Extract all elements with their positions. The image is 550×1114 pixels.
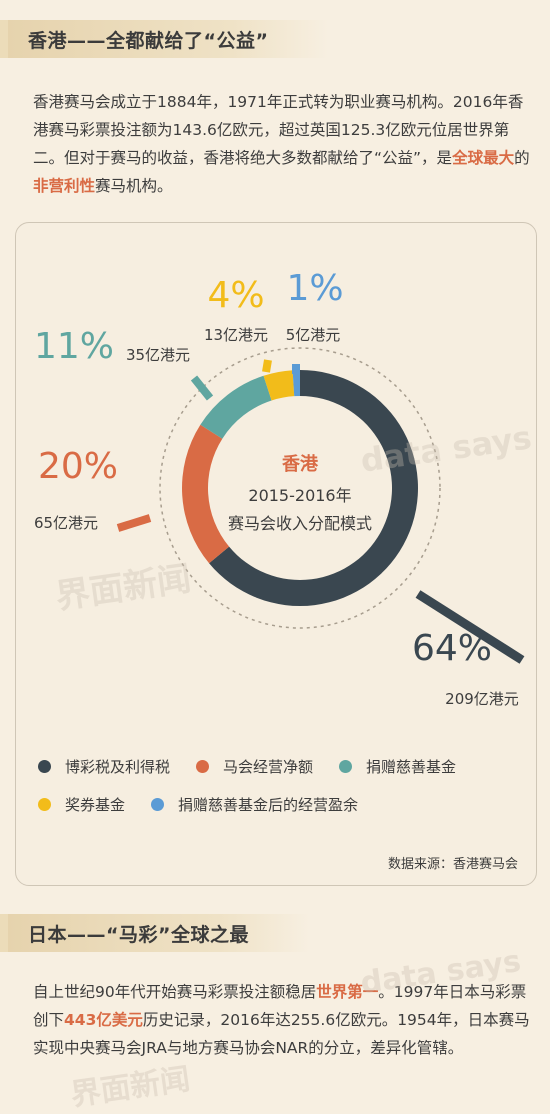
center-title: 香港 [281,454,319,475]
section-header-japan: 日本——“马彩”全球之最 [0,914,309,952]
percent-label: 20% [38,446,118,487]
amount-label: 65亿港元 [34,514,98,532]
percent-label: 11% [34,326,114,367]
highlight-text: 全球最大 [452,149,515,167]
legend-row-2: 奖券基金 捐赠慈善基金后的经营盈余 [38,794,384,815]
legend-item: 博彩税及利得税 [38,756,170,777]
highlight-text: 443亿美元 [64,1011,143,1029]
donut-slice [209,370,419,606]
amount-label: 35亿港元 [126,346,190,364]
highlight-text: 世界第一 [316,983,379,1001]
donut-slice [200,375,272,439]
donut-slice [182,424,230,564]
center-line1: 2015-2016年 [248,486,351,505]
legend-row-1: 博彩税及利得税 马会经营净额 捐赠慈善基金 [38,756,482,777]
legend-swatch [38,798,51,811]
chart-card [15,222,537,886]
leader-line [415,590,525,664]
leader-line [262,359,272,373]
amount-label: 209亿港元 [445,690,519,708]
donut-slice [263,370,295,401]
section-title: 香港——全都献给了“公益” [28,29,269,52]
legend-item: 马会经营净额 [196,756,313,777]
dashed-ring [159,347,441,629]
amount-label: 5亿港元 [286,326,341,344]
legend-swatch [339,760,353,773]
legend-swatch [151,798,165,811]
intro-paragraph: 香港赛马会成立于1884年，1971年正式转为职业赛马机构。2016年香港赛马彩… [33,93,530,195]
section-header-hongkong: 香港——全都献给了“公益” [0,20,329,58]
donut-slice [292,370,300,397]
center-line2: 赛马会收入分配模式 [228,514,372,533]
amount-label: 13亿港元 [204,326,268,344]
legend-item: 奖券基金 [38,794,125,815]
legend-item: 捐赠慈善基金 [339,756,456,777]
leader-line [116,514,152,532]
highlight-text: 非营利性 [33,177,96,195]
section-title: 日本——“马彩”全球之最 [28,923,249,946]
percent-label: 64% [412,628,492,669]
data-source: 数据来源：香港赛马会 [387,857,518,872]
japan-paragraph: 自上世纪90年代开始赛马彩票投注额稳居世界第一。1997年日本马彩票创下443亿… [33,983,530,1057]
leader-line [190,375,214,401]
legend-item: 捐赠慈善基金后的经营盈余 [151,794,358,815]
percent-label: 4% [207,275,264,316]
percent-label: 1% [286,268,343,309]
legend-swatch [38,760,51,773]
legend-swatch [196,760,210,773]
